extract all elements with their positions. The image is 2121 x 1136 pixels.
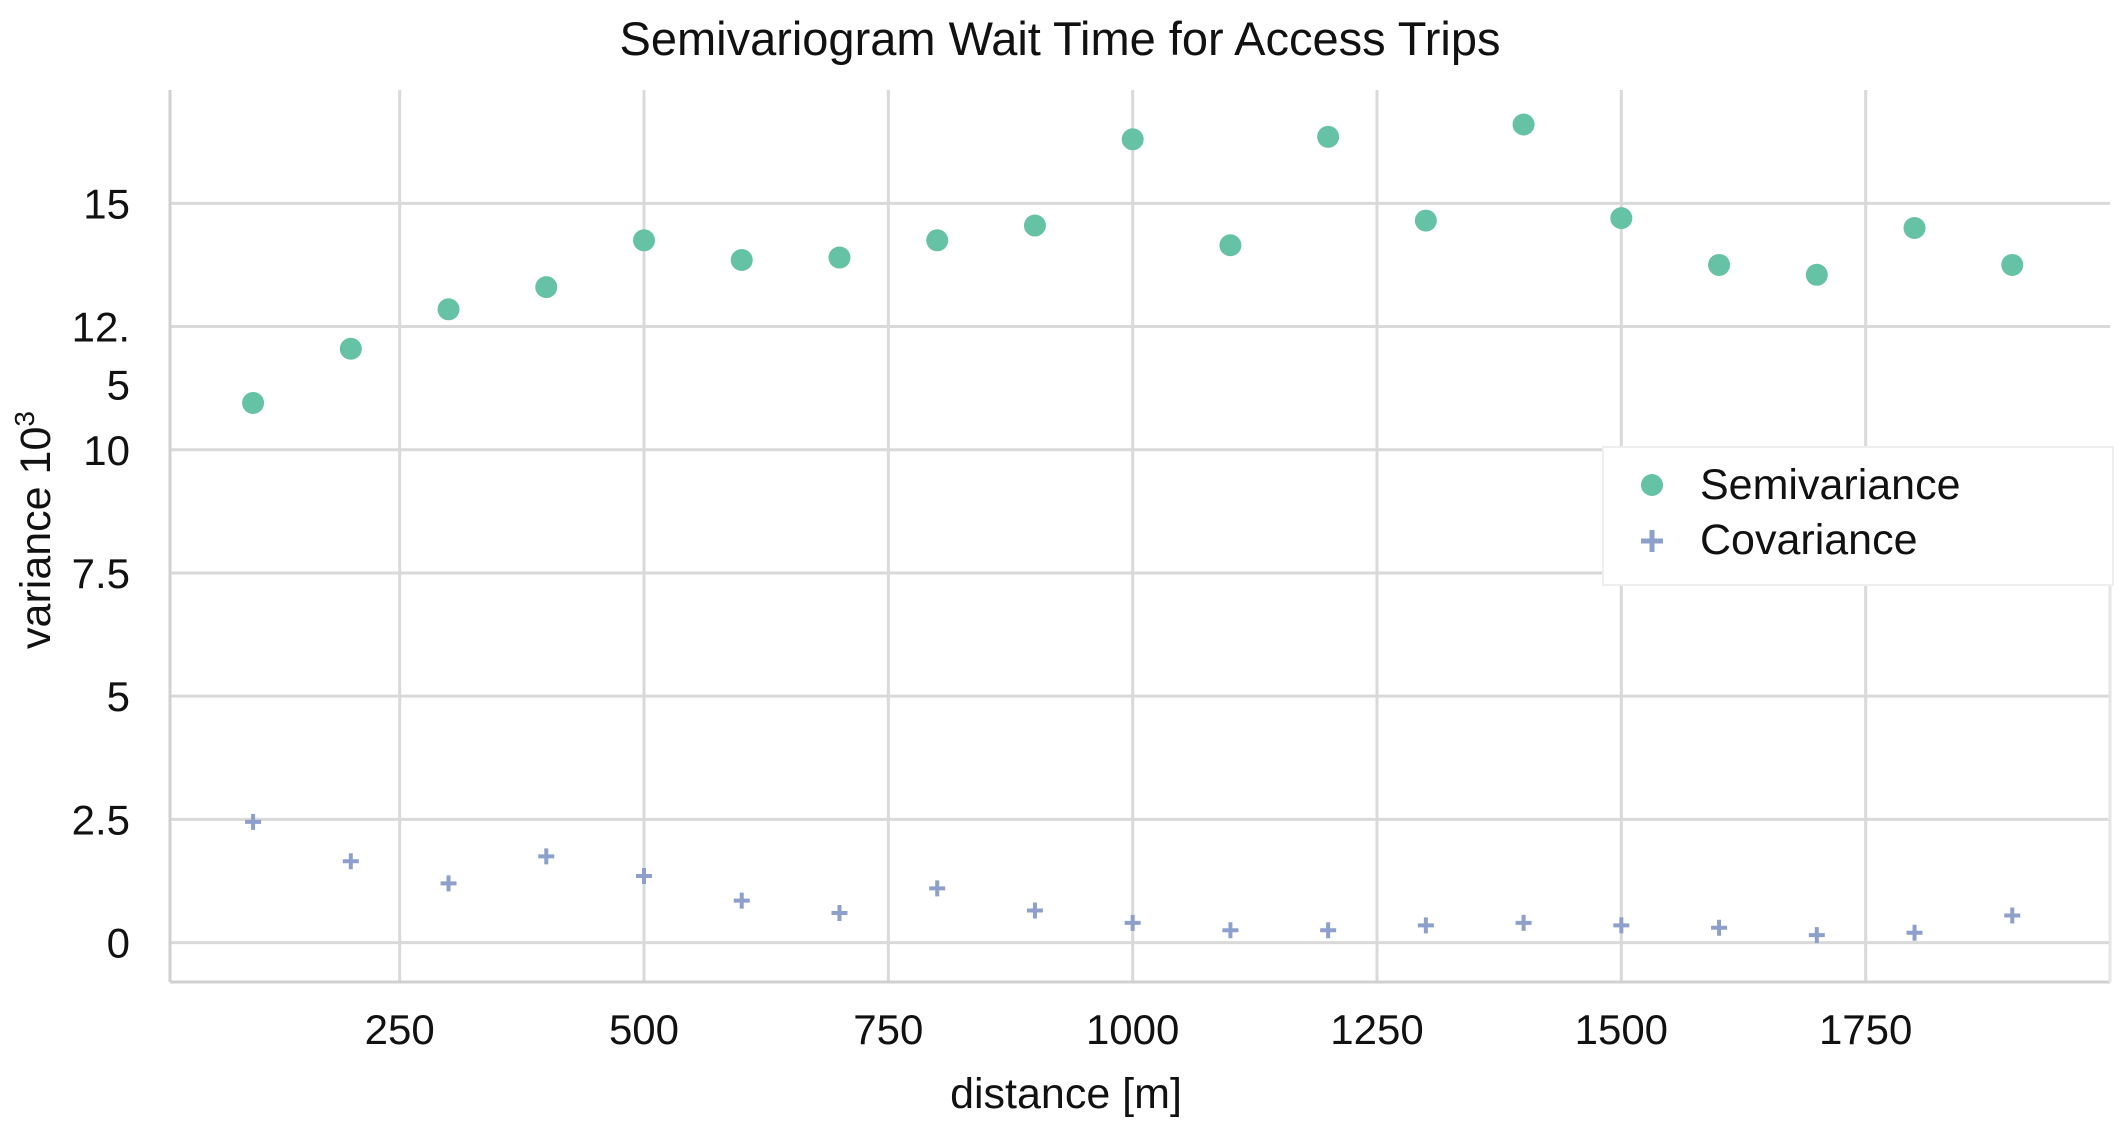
covariance-point-400 xyxy=(538,848,555,865)
x-tick-label-1000: 1000 xyxy=(1086,1006,1179,1053)
legend: Semivariance Covariance xyxy=(1602,446,2114,586)
y-tick-label-0: 0 xyxy=(107,920,130,967)
semivariance-point-800 xyxy=(926,229,949,252)
semivariance-point-300 xyxy=(437,298,460,321)
covariance-point-500 xyxy=(636,868,653,885)
legend-covariance-marker xyxy=(1641,530,1663,552)
x-tick-label-750: 750 xyxy=(853,1006,923,1053)
x-tick-label-1500: 1500 xyxy=(1575,1006,1668,1053)
semivariance-point-1100 xyxy=(1219,234,1242,257)
covariance-point-1400 xyxy=(1515,914,1532,931)
y-axis-label-text: variance 10 xyxy=(12,427,60,649)
y-tick-label-12_5: 12. 5 xyxy=(72,304,130,409)
x-tick-label-1750: 1750 xyxy=(1819,1006,1912,1053)
legend-covariance-label: Covariance xyxy=(1700,516,1918,564)
x-tick-label-500: 500 xyxy=(609,1006,679,1053)
covariance-point-800 xyxy=(929,880,946,897)
y-tick-label-15: 15 xyxy=(83,180,130,227)
semivariance-point-1200 xyxy=(1317,125,1340,148)
y-tick-label-part: 5 xyxy=(107,362,130,409)
legend-box xyxy=(1602,446,2114,586)
semivariance-point-100 xyxy=(242,391,265,414)
chart-title: Semivariogram Wait Time for Access Trips xyxy=(619,12,1500,65)
covariance-point-1500 xyxy=(1613,917,1630,934)
y-axis-label: variance 103 xyxy=(9,411,60,649)
covariance-point-100 xyxy=(245,813,262,830)
covariance-series xyxy=(245,813,2021,944)
y-tick-label-part: 12. xyxy=(72,304,130,351)
y-tick-label-10: 10 xyxy=(83,427,130,474)
x-axis-label: distance [m] xyxy=(950,1070,1182,1118)
covariance-point-1900 xyxy=(2004,907,2021,924)
semivariance-point-1800 xyxy=(1903,216,1926,239)
covariance-point-300 xyxy=(440,875,457,892)
y-tick-label-2_5: 2.5 xyxy=(72,796,130,843)
semivariance-point-900 xyxy=(1023,214,1046,237)
legend-semivariance-label: Semivariance xyxy=(1700,461,1961,509)
semivariance-point-1700 xyxy=(1805,263,1828,286)
semivariance-series xyxy=(242,113,2024,414)
y-axis-label-superscript: 3 xyxy=(9,411,40,427)
covariance-point-1100 xyxy=(1222,922,1239,939)
covariance-point-1600 xyxy=(1711,919,1728,936)
x-tick-labels: 250 500 750 1000 1250 1500 1750 xyxy=(365,1006,1913,1053)
x-tick-label-250: 250 xyxy=(365,1006,435,1053)
covariance-point-1300 xyxy=(1417,917,1434,934)
y-tick-label-7_5: 7.5 xyxy=(72,550,130,597)
covariance-point-600 xyxy=(733,892,750,909)
semivariance-point-200 xyxy=(339,337,362,360)
covariance-point-200 xyxy=(342,853,359,870)
semivariance-point-700 xyxy=(828,246,851,269)
semivariance-point-1600 xyxy=(1708,253,1731,276)
semivariance-point-1300 xyxy=(1414,209,1437,232)
x-tick-label-1250: 1250 xyxy=(1330,1006,1423,1053)
semivariance-point-400 xyxy=(535,276,558,299)
covariance-point-1000 xyxy=(1124,914,1141,931)
covariance-point-700 xyxy=(831,905,848,922)
semivariance-point-1500 xyxy=(1610,207,1633,230)
covariance-point-900 xyxy=(1026,902,1043,919)
covariance-point-1200 xyxy=(1320,922,1337,939)
semivariance-point-1000 xyxy=(1121,128,1144,151)
semivariance-point-600 xyxy=(730,249,753,272)
semivariance-point-500 xyxy=(633,229,656,252)
semivariance-point-1900 xyxy=(2001,253,2024,276)
legend-semivariance-marker xyxy=(1641,474,1663,496)
covariance-point-1800 xyxy=(1906,924,1923,941)
y-tick-label-5: 5 xyxy=(107,673,130,720)
covariance-point-1700 xyxy=(1808,927,1825,944)
semivariance-point-1400 xyxy=(1512,113,1535,136)
